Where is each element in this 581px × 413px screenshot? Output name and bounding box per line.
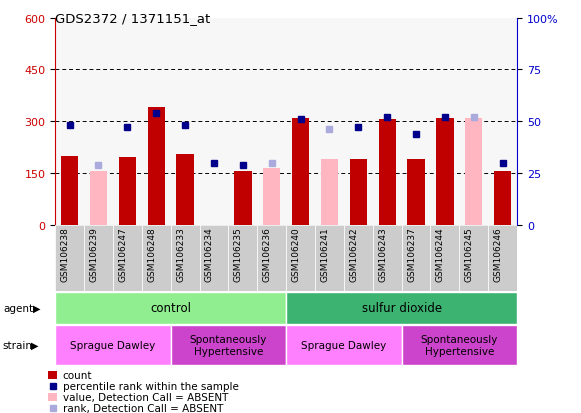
Text: GSM106234: GSM106234 (205, 226, 214, 281)
Bar (494, 172, 511, 225)
Text: GSM106247: GSM106247 (119, 226, 127, 281)
Text: GSM106237: GSM106237 (407, 226, 416, 281)
Bar (286, 225, 315, 291)
Bar (286, 19, 315, 225)
Bar (142, 225, 171, 291)
Text: ▶: ▶ (33, 303, 40, 313)
Text: control: control (150, 301, 191, 315)
Bar (344, 225, 373, 291)
Text: GSM106243: GSM106243 (378, 226, 387, 281)
Text: count: count (63, 370, 92, 380)
Bar (142, 19, 171, 225)
Bar (460, 19, 488, 225)
Bar (373, 225, 401, 291)
Bar (460, 225, 488, 291)
Bar (431, 225, 460, 291)
Text: GSM106238: GSM106238 (60, 226, 70, 281)
Bar (148, 108, 165, 225)
Text: GSM106241: GSM106241 (321, 226, 329, 281)
Text: percentile rank within the sample: percentile rank within the sample (63, 381, 238, 391)
Text: GSM106242: GSM106242 (349, 226, 358, 281)
Bar (344, 19, 373, 225)
Text: GSM106240: GSM106240 (292, 226, 300, 281)
Bar (257, 225, 286, 291)
Text: GSM106239: GSM106239 (89, 226, 99, 281)
Bar (55, 225, 84, 291)
Text: Sprague Dawley: Sprague Dawley (302, 340, 386, 350)
Bar (321, 160, 338, 225)
Text: Sprague Dawley: Sprague Dawley (70, 340, 156, 350)
Text: GSM106235: GSM106235 (234, 226, 243, 281)
Text: GSM106248: GSM106248 (147, 226, 156, 281)
Bar (119, 158, 136, 225)
Bar (373, 19, 401, 225)
Bar (55, 19, 84, 225)
Bar (228, 225, 257, 291)
Bar (286, 325, 401, 366)
Bar (84, 225, 113, 291)
Bar (401, 225, 431, 291)
Text: GSM106236: GSM106236 (263, 226, 272, 281)
Bar (315, 19, 344, 225)
Bar (48, 393, 57, 401)
Bar (286, 292, 517, 324)
Bar (401, 325, 517, 366)
Text: Spontaneously
Hypertensive: Spontaneously Hypertensive (421, 335, 498, 356)
Text: Spontaneously
Hypertensive: Spontaneously Hypertensive (190, 335, 267, 356)
Bar (465, 119, 482, 225)
Bar (113, 19, 142, 225)
Bar (263, 169, 281, 225)
Bar (171, 225, 199, 291)
Text: GSM106233: GSM106233 (176, 226, 185, 281)
Bar (228, 19, 257, 225)
Bar (61, 156, 78, 225)
Bar (113, 225, 142, 291)
Bar (199, 225, 228, 291)
Bar (234, 172, 252, 225)
Bar (84, 19, 113, 225)
Text: agent: agent (3, 303, 33, 313)
Text: ▶: ▶ (31, 340, 38, 350)
Bar (379, 120, 396, 225)
Bar (48, 371, 57, 380)
Bar (171, 19, 199, 225)
Text: GSM106244: GSM106244 (436, 226, 445, 281)
Bar (315, 225, 344, 291)
Bar (401, 19, 431, 225)
Text: sulfur dioxide: sulfur dioxide (361, 301, 442, 315)
Text: strain: strain (3, 340, 33, 350)
Bar (177, 154, 194, 225)
Bar (350, 160, 367, 225)
Text: GSM106245: GSM106245 (465, 226, 474, 281)
Bar (407, 160, 425, 225)
Text: value, Detection Call = ABSENT: value, Detection Call = ABSENT (63, 392, 228, 402)
Bar (55, 292, 286, 324)
Bar (55, 325, 171, 366)
Bar (431, 19, 460, 225)
Bar (199, 19, 228, 225)
Text: rank, Detection Call = ABSENT: rank, Detection Call = ABSENT (63, 403, 223, 413)
Bar (90, 172, 107, 225)
Bar (171, 325, 286, 366)
Bar (257, 19, 286, 225)
Bar (292, 119, 309, 225)
Bar (488, 225, 517, 291)
Text: GSM106246: GSM106246 (494, 226, 503, 281)
Text: GDS2372 / 1371151_at: GDS2372 / 1371151_at (55, 12, 210, 25)
Bar (488, 19, 517, 225)
Bar (436, 119, 454, 225)
